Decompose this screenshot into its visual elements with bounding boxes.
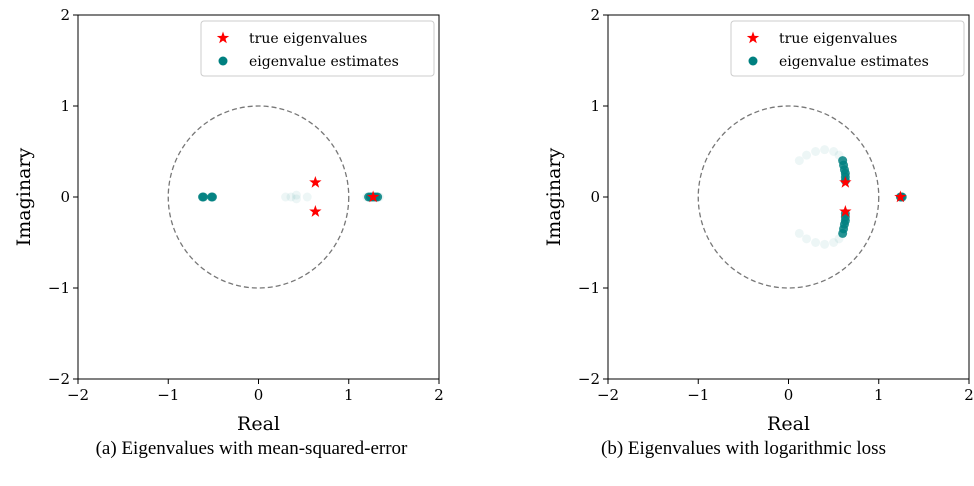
faint-estimate-point [802,234,812,244]
plot-panel-logloss: −2 −1 0 1 2 −2 −1 0 1 2 Real Imaginary true eigenval… [543,6,974,435]
legend-dot-icon [748,56,758,66]
y-tick-label: 1 [60,97,70,115]
true-eigenvalue-star [894,190,907,203]
legend-star-icon [746,31,760,44]
true-eigenvalue-star [839,175,852,188]
estimate-point [198,192,208,202]
faint-estimate-point [291,194,301,204]
faint-estimate-point [820,145,830,155]
faint-estimate-point [811,147,821,156]
x-tick-label: 2 [964,386,974,404]
faint-estimate-point [820,239,830,249]
y-tick-label: 0 [60,188,70,206]
x-tick-label: −2 [597,386,619,404]
true-eigenvalue-star [366,190,380,203]
faint-estimate-point [794,228,804,238]
plot-panel-mse: −2 −1 0 1 2 −2 −1 0 1 2 Real Imaginary true eigenval… [13,6,444,435]
legend-star-icon [216,31,230,44]
x-tick-label: −1 [157,386,179,404]
y-tick-label: −1 [578,279,600,297]
true-eigenvalue-star [309,175,322,188]
estimate-point [207,192,217,202]
x-tick-label: −1 [687,386,709,404]
faint-estimate-point [286,192,296,202]
y-tick-label: −2 [578,370,600,388]
faint-estimate-point [829,238,839,247]
y-axis-label: Imaginary [543,148,565,247]
x-tick-label: 2 [434,386,444,404]
legend-label-estimate: eigenvalue estimates [249,54,399,70]
legend-box [730,20,965,77]
x-tick-label: 0 [254,386,264,404]
y-tick-label: 2 [590,6,600,24]
y-tick-label: 1 [590,97,600,115]
x-tick-label: 1 [344,386,354,404]
faint-estimate-point [811,238,821,247]
faint-estimate-point [302,192,312,202]
legend-label-true: true eigenvalues [249,31,367,47]
faint-estimate-point [291,190,301,200]
x-tick-label: 0 [784,386,794,404]
y-tick-label: −1 [48,279,70,297]
faint-estimate-point [794,156,804,166]
true-eigenvalue-star [309,205,322,217]
unit-circle [167,105,350,289]
x-axis-label: Real [237,413,280,435]
faint-estimate-point [281,192,291,202]
y-tick-label: −2 [48,370,70,388]
x-axis-label: Real [767,413,810,435]
caption-mse: (a) Eigenvalues with mean-squared-error [95,438,408,459]
legend-label-true: true eigenvalues [779,31,897,47]
true-eigenvalue-star [839,205,852,217]
y-tick-label: 2 [60,6,70,24]
y-tick-label: 0 [590,188,600,206]
y-axis-label: Imaginary [13,148,35,247]
caption-logloss: (b) Eigenvalues with logarithmic loss [601,438,886,459]
legend-label-estimate: eigenvalue estimates [779,54,929,70]
x-tick-label: 1 [874,386,884,404]
x-tick-label: −2 [67,386,89,404]
legend-box [200,20,435,77]
legend-dot-icon [218,56,228,66]
faint-estimate-point [802,150,812,160]
faint-estimate-point [829,147,839,156]
unit-circle [697,105,880,289]
